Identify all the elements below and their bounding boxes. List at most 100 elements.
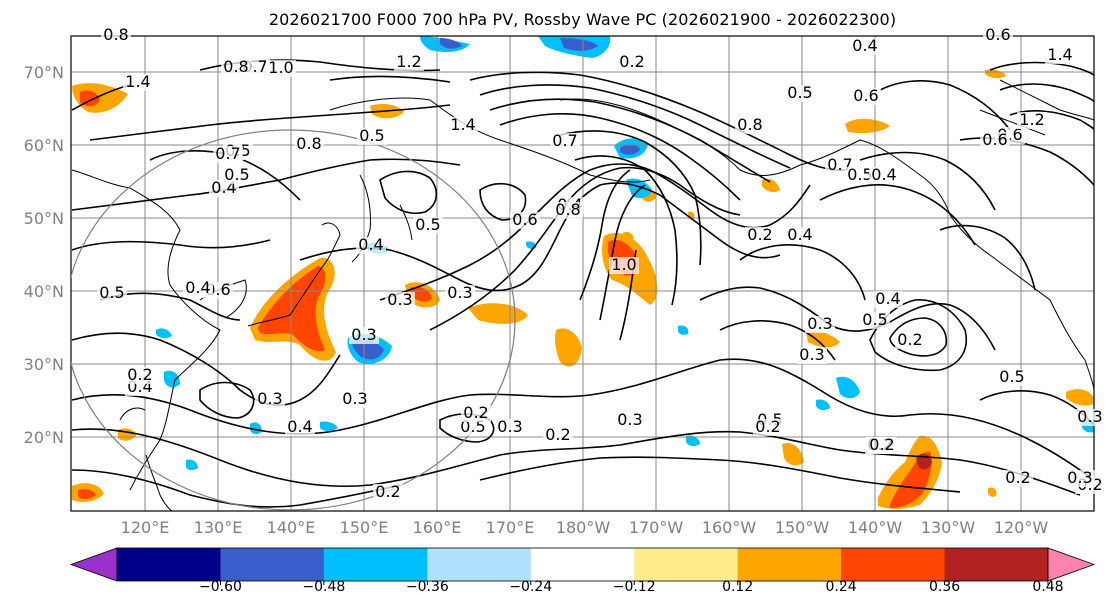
contour-label-bg <box>101 27 131 44</box>
lon-label: 160°E <box>413 518 462 537</box>
colorbar-tick-label: −0.36 <box>406 579 449 595</box>
contour-label: 0.4 <box>852 36 877 55</box>
contour-label-bg <box>1017 112 1047 129</box>
contour-label-bg <box>735 117 765 134</box>
contour-label: 1.4 <box>125 72 150 91</box>
contour-label-bg <box>266 60 296 77</box>
colorbar-tick-label: 0.36 <box>929 579 960 595</box>
contour-label-bg <box>609 257 639 274</box>
colorbar-bin <box>1047 547 1096 582</box>
contour-label: 0.3 <box>497 417 522 436</box>
contour-label: 0.2 <box>897 330 922 349</box>
latitude-labels: 70°N 60°N 50°N 40°N 30°N 20°N <box>24 63 64 447</box>
contour-label: 1.0 <box>611 255 636 274</box>
contour-label: 0.5 <box>787 83 812 102</box>
colorbar-bin <box>944 548 1049 581</box>
colorbar-bin <box>323 548 428 581</box>
contour-label: 0.5 <box>359 126 384 145</box>
lon-label: 170°W <box>629 518 684 537</box>
contour-label-bg <box>850 38 880 55</box>
lon-label: 130°E <box>194 518 243 537</box>
contour-label: 1.4 <box>450 115 475 134</box>
contour-label: 0.4 <box>787 225 812 244</box>
contour-label-bg <box>805 316 835 333</box>
contour-label-bg <box>221 59 251 76</box>
contour-label-bg <box>213 146 243 163</box>
colorbar-bin <box>530 548 635 581</box>
contour-label-bg <box>385 292 415 309</box>
lon-label: 180°W <box>556 518 611 537</box>
lat-label: 50°N <box>24 209 64 228</box>
contour-label-bg <box>349 327 379 344</box>
contour-label-bg <box>373 484 403 501</box>
contour-label: 0.3 <box>342 389 367 408</box>
contour-label: 0.6 <box>512 210 537 229</box>
colorbar-bin <box>117 548 221 581</box>
reference-circle <box>71 129 516 511</box>
contour-label-bg <box>869 167 899 184</box>
contour-label-bg <box>797 347 827 364</box>
contour-label: 0.2 <box>463 403 488 422</box>
contour-label: 0.4 <box>185 278 210 297</box>
contour-label-bg <box>845 167 875 184</box>
colorbar-tick-label: 0.12 <box>722 579 753 595</box>
contour-label-bg <box>860 312 890 329</box>
contour-label-bg <box>413 217 443 234</box>
contour-label: 0.6 <box>853 86 878 105</box>
contour-label-bg <box>294 136 324 153</box>
contour-label-bg <box>123 74 153 91</box>
lon-label: 160°W <box>702 518 757 537</box>
contour-label: 1.2 <box>1019 110 1044 129</box>
contour-label-bg <box>340 391 370 408</box>
lon-label: 120°W <box>994 518 1049 537</box>
map-title: 2026021700 F000 700 hPa PV, Rossby Wave … <box>268 10 897 29</box>
colorbar-tick-label: −0.48 <box>302 579 345 595</box>
contour-label-bg <box>895 332 925 349</box>
colorbar-tick-label: −0.60 <box>199 579 242 595</box>
contour-label: 0.3 <box>807 314 832 333</box>
contour-label-bg <box>461 405 491 422</box>
colorbar-bin <box>634 548 739 581</box>
contour-label-bg <box>873 291 903 308</box>
contour-label-bg <box>851 88 881 105</box>
contour-label: 0.5 <box>862 310 887 329</box>
contour-label: 0.8 <box>103 25 128 44</box>
contour-label-bg <box>753 419 783 436</box>
contour-label-bg <box>1065 470 1095 487</box>
lat-label: 30°N <box>24 355 64 374</box>
contour-label: 0.3 <box>387 290 412 309</box>
contour-label-bg <box>785 85 815 102</box>
lon-label: 120°E <box>121 518 170 537</box>
colorbar-outline <box>116 547 1049 582</box>
contour-label: 0.8 <box>223 57 248 76</box>
contour-label: 0.8 <box>296 134 321 153</box>
colorbar-tick-label: −0.24 <box>509 579 552 595</box>
contour-label: 0.3 <box>1067 468 1092 487</box>
graticule-lines <box>71 36 1094 511</box>
contour-label-bg <box>394 54 424 71</box>
contour-label-bg <box>615 412 645 429</box>
contour-label-bg <box>550 133 580 150</box>
contour-label: 0.4 <box>875 289 900 308</box>
contour-label-bg <box>617 54 647 71</box>
contour-label: 0.8 <box>737 115 762 134</box>
contour-label-bg <box>980 132 1010 149</box>
contour-label-bg <box>222 167 252 184</box>
lon-label: 130°W <box>921 518 976 537</box>
contour-label-bg <box>983 27 1013 44</box>
contour-label-bg <box>448 117 478 134</box>
contour-label: 0.7 <box>215 144 240 163</box>
lon-label: 140°W <box>848 518 903 537</box>
lon-label: 140°E <box>267 518 316 537</box>
contour-label-bg <box>997 369 1027 386</box>
contour-label: 0.6 <box>982 130 1007 149</box>
colorbar-bin <box>69 547 118 582</box>
colorbar-bin <box>737 548 842 581</box>
colorbar-bin <box>220 548 325 581</box>
contour-label: 1.2 <box>396 52 421 71</box>
contour-label-bg <box>785 227 815 244</box>
lat-label: 40°N <box>24 282 64 301</box>
contour-label: 0.4 <box>871 165 896 184</box>
